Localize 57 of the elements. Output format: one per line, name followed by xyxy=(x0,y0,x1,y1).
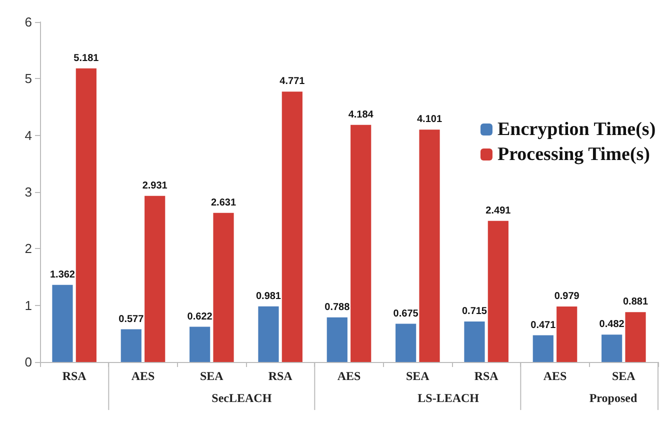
x-tick-label: RSA xyxy=(474,369,499,383)
y-tick-label: 6 xyxy=(24,14,32,30)
bar xyxy=(350,124,372,362)
data-label: 2.931 xyxy=(142,180,168,192)
data-label: 0.981 xyxy=(256,290,282,302)
data-label: 0.788 xyxy=(324,302,350,313)
bar xyxy=(282,92,302,362)
data-label: 0.881 xyxy=(622,296,648,308)
bar xyxy=(464,321,485,362)
data-label: 0.577 xyxy=(118,314,144,325)
data-label: 0.471 xyxy=(530,320,556,331)
x-tick-label: RSA xyxy=(62,369,87,383)
bar xyxy=(326,317,348,362)
data-label: 4.101 xyxy=(416,114,442,126)
bar xyxy=(144,196,166,362)
bar xyxy=(532,335,554,362)
text: SecLEACH xyxy=(212,391,272,405)
x-tick-label: SEA xyxy=(200,369,224,383)
x-tick-label: AES xyxy=(337,369,361,383)
bar xyxy=(488,220,508,362)
x-tick-label: SEA xyxy=(406,369,430,383)
text: LS-LEACH xyxy=(418,391,480,405)
y-tick-label: 3 xyxy=(24,184,32,200)
bar xyxy=(76,68,96,362)
data-label: 0.675 xyxy=(393,308,419,320)
bar xyxy=(556,306,578,362)
data-label: 4.184 xyxy=(348,109,374,120)
data-label: 0.622 xyxy=(187,311,213,322)
bar xyxy=(52,284,73,362)
data-label: 4.771 xyxy=(280,76,306,88)
bar xyxy=(258,306,279,362)
data-label: 2.631 xyxy=(210,197,236,208)
y-tick-label: 2 xyxy=(24,241,32,256)
data-label: 5.181 xyxy=(74,52,100,64)
data-label: 0.482 xyxy=(599,319,625,330)
legend-label: Processing Time(s) xyxy=(497,144,650,165)
x-tick-label: AES xyxy=(131,369,155,383)
x-tick-label: SEA xyxy=(612,369,636,383)
bar xyxy=(419,130,440,362)
bar xyxy=(213,212,234,362)
y-tick-label: 5 xyxy=(24,71,32,86)
x-tick-label: AES xyxy=(543,369,567,383)
bar xyxy=(625,312,646,362)
text: Proposed xyxy=(589,391,638,405)
bar xyxy=(396,324,416,362)
data-label: 2.491 xyxy=(486,205,512,216)
y-tick-label: 1 xyxy=(24,298,32,313)
bar xyxy=(120,329,142,362)
legend-label: Encryption Time(s) xyxy=(497,119,656,140)
x-tick-label: RSA xyxy=(268,369,293,383)
bar xyxy=(602,334,622,362)
data-label: 0.715 xyxy=(462,306,488,317)
y-tick-label: 4 xyxy=(24,128,32,143)
y-tick-label: 0 xyxy=(24,354,32,370)
bar xyxy=(190,326,210,362)
data-label: 0.979 xyxy=(554,291,580,302)
data-label: 1.362 xyxy=(50,269,76,280)
